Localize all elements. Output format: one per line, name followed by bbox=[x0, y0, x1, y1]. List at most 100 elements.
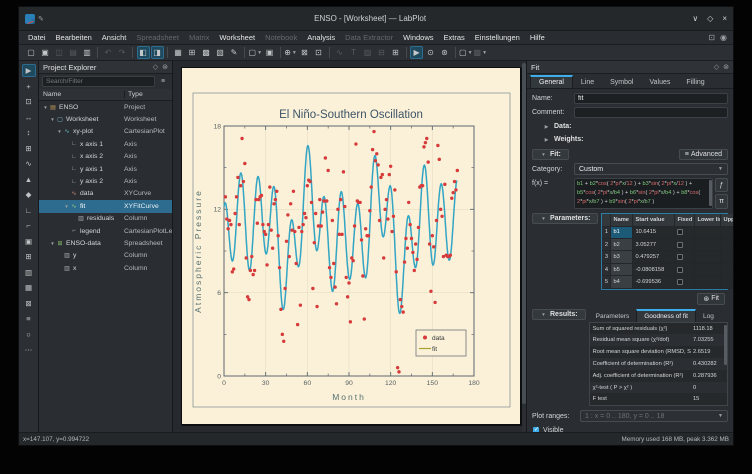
pan-tool-button[interactable]: + bbox=[22, 80, 36, 93]
worksheet-vertical-scrollbar[interactable] bbox=[522, 61, 526, 432]
worksheet-view[interactable]: El Niño-Southern Oscillation030609012015… bbox=[173, 61, 527, 432]
parameter-fixed-cell[interactable] bbox=[675, 239, 695, 251]
new-project-button[interactable]: ▢ bbox=[25, 46, 38, 59]
menu-extras[interactable]: Extras bbox=[439, 32, 470, 43]
parameter-upper-limit-cell[interactable] bbox=[721, 251, 733, 263]
tree-row-y[interactable]: ▥yColumn bbox=[39, 250, 172, 262]
fixed-checkbox[interactable] bbox=[677, 229, 683, 235]
parameter-upper-limit-cell[interactable] bbox=[721, 264, 733, 276]
more-tools-button[interactable]: ⋯ bbox=[22, 343, 36, 356]
new-matrix-button[interactable]: ▩ bbox=[200, 46, 213, 59]
tree-row-x-axis-2[interactable]: ∟x axis 2Axis bbox=[39, 151, 172, 163]
run-fit-button[interactable]: ⊛ Fit bbox=[697, 293, 725, 305]
search-input[interactable] bbox=[42, 76, 155, 87]
parameter-start-value-cell[interactable]: -0.699536 bbox=[633, 276, 675, 288]
tab-general[interactable]: General bbox=[530, 75, 573, 88]
goodness-row[interactable]: χ²-test ( P > χ² )0 bbox=[590, 382, 727, 394]
xy-plot[interactable]: El Niño-Southern Oscillation030609012015… bbox=[182, 68, 520, 424]
tree-row-fit[interactable]: ▼∿fitXYFitCurve bbox=[39, 200, 172, 212]
goodness-of-fit-table[interactable]: Sum of squared residuals (χ²)1118.18Resi… bbox=[589, 322, 728, 407]
tree-row-x[interactable]: ▥xColumn bbox=[39, 262, 172, 274]
filter-options-button[interactable]: ≡ bbox=[157, 76, 169, 87]
chevron-down-icon[interactable]: ▼ bbox=[42, 105, 49, 110]
add-axis-tool-button[interactable]: ∟ bbox=[22, 204, 36, 217]
parameter-start-value-cell[interactable]: -0.0808158 bbox=[633, 264, 675, 276]
tree-row-ENSO[interactable]: ▼▤ENSOProject bbox=[39, 101, 172, 113]
goodness-row[interactable]: Root mean square deviation (RMSD, SD)2.6… bbox=[590, 346, 727, 358]
results-tab-log[interactable]: Log bbox=[696, 309, 721, 322]
fixed-checkbox[interactable] bbox=[677, 242, 683, 248]
parameter-upper-limit-cell[interactable] bbox=[721, 276, 733, 288]
titlebar[interactable]: ✎ ENSO - [Worksheet] — LabPlot ∨◇× bbox=[19, 7, 733, 31]
fixed-checkbox[interactable] bbox=[677, 254, 683, 260]
parameters-section-toggle[interactable]: ▼ Parameters: bbox=[532, 213, 598, 224]
fit-section-toggle[interactable]: ▼ Fit: bbox=[532, 149, 569, 160]
tree-column-headers[interactable]: Name Type bbox=[39, 89, 172, 101]
parameter-lower-limit-cell[interactable] bbox=[695, 251, 721, 263]
menu-bearbeiten[interactable]: Bearbeiten bbox=[51, 32, 97, 43]
new-datasource-button[interactable]: ▢▼ bbox=[249, 46, 263, 59]
maximize-button[interactable]: ◇ bbox=[707, 14, 713, 23]
insert-function-button[interactable]: ƒ bbox=[715, 178, 728, 192]
grid-button[interactable]: ⊞ bbox=[389, 46, 402, 59]
name-field[interactable] bbox=[574, 93, 728, 104]
tree-row-data[interactable]: ∿dataXYCurve bbox=[39, 188, 172, 200]
weights-section-header[interactable]: ▶ Weights: bbox=[543, 136, 728, 143]
fixed-checkbox[interactable] bbox=[677, 267, 683, 273]
category-combobox[interactable]: Custom ▼ bbox=[574, 163, 728, 175]
chevron-down-icon[interactable]: ▼ bbox=[49, 241, 56, 246]
fixed-checkbox[interactable] bbox=[677, 279, 683, 285]
plot-ranges-combobox[interactable]: 1 : x = 0 .. 180, y = 0 .. 18 ▼ bbox=[580, 410, 728, 422]
fit-dock-header[interactable]: Fit ◇ ⊛ bbox=[527, 61, 733, 74]
float-dock-icon[interactable]: ◇ bbox=[714, 63, 719, 71]
parameter-name-cell[interactable]: b3 bbox=[611, 251, 633, 263]
tree-row-y-axis-1[interactable]: ∟y axis 1Axis bbox=[39, 163, 172, 175]
parameter-lower-limit-cell[interactable] bbox=[695, 264, 721, 276]
open-project-button[interactable]: ▣ bbox=[39, 46, 52, 59]
column-header-name[interactable]: Name bbox=[39, 91, 124, 98]
add-curve-tool-button[interactable]: ∿ bbox=[22, 157, 36, 170]
results-tab-goodness-of-fit[interactable]: Goodness of fit bbox=[636, 309, 696, 322]
zoom-mode-button[interactable]: ⊛ bbox=[438, 46, 451, 59]
close-button[interactable]: × bbox=[722, 14, 727, 23]
tab-filling[interactable]: Filling bbox=[678, 75, 712, 88]
new-workbook-button[interactable]: ▦ bbox=[172, 46, 185, 59]
formula-editor[interactable]: b1 + b2*cos( 2*pi*x/12 ) + b3*sin( 2*pi*… bbox=[574, 178, 713, 209]
parameters-table[interactable]: NameStart valueFixedLower limitUpper lim… bbox=[601, 213, 728, 289]
menu-ansicht[interactable]: Ansicht bbox=[97, 32, 132, 43]
chevron-down-icon[interactable]: ▼ bbox=[63, 204, 70, 209]
parameter-fixed-cell[interactable] bbox=[675, 251, 695, 263]
zoom-select-tool-button[interactable]: ⊡ bbox=[22, 95, 36, 108]
goodness-row[interactable]: Residual mean square (χ²/dof)7.03255 bbox=[590, 334, 727, 346]
new-note-button[interactable]: ✎ bbox=[228, 46, 241, 59]
parameter-lower-limit-cell[interactable] bbox=[695, 239, 721, 251]
zoom-x-tool-button[interactable]: ↔ bbox=[22, 111, 36, 124]
project-explorer-header[interactable]: Project Explorer ◇ ⊛ bbox=[39, 61, 172, 74]
new-worksheet-button[interactable]: ▧ bbox=[214, 46, 227, 59]
zoom-fit-button[interactable]: ⊠ bbox=[298, 46, 311, 59]
parameter-upper-limit-cell[interactable] bbox=[721, 239, 733, 251]
column-header-type[interactable]: Type bbox=[124, 91, 172, 98]
add-boxplot-tool-button[interactable]: ◆ bbox=[22, 188, 36, 201]
zoom-y-tool-button[interactable]: ↕ bbox=[22, 126, 36, 139]
parameter-name-cell[interactable]: b5 bbox=[611, 264, 633, 276]
add-column-tool-button[interactable]: ▥ bbox=[22, 266, 36, 279]
tab-values[interactable]: Values bbox=[641, 75, 678, 88]
data-section-header[interactable]: ▶ Data: bbox=[543, 123, 728, 130]
parameter-fixed-cell[interactable] bbox=[675, 227, 695, 239]
menu-analysis[interactable]: Analysis bbox=[302, 32, 340, 43]
export-button[interactable]: ▥ bbox=[81, 46, 94, 59]
import-button[interactable]: ▣ bbox=[263, 46, 276, 59]
goodness-row[interactable]: F test15 bbox=[590, 393, 727, 405]
menu-worksheet[interactable]: Worksheet bbox=[214, 32, 260, 43]
toggle-properties-explorer-button[interactable]: ◨ bbox=[151, 46, 164, 59]
chevron-down-icon[interactable]: ▼ bbox=[56, 129, 63, 134]
parameter-start-value-cell[interactable]: 0.479257 bbox=[633, 251, 675, 263]
parameter-start-value-cell[interactable]: 3.05277 bbox=[633, 239, 675, 251]
cursor-tool-button[interactable]: ○ bbox=[22, 328, 36, 341]
add-grid-tool-button[interactable]: ⊞ bbox=[22, 250, 36, 263]
select-tool-button[interactable]: ▶ bbox=[22, 64, 36, 77]
tree-row-Worksheet[interactable]: ▼▢WorksheetWorksheet bbox=[39, 113, 172, 125]
results-tab-parameters[interactable]: Parameters bbox=[589, 309, 637, 322]
toggle-project-explorer-button[interactable]: ◧ bbox=[137, 46, 150, 59]
